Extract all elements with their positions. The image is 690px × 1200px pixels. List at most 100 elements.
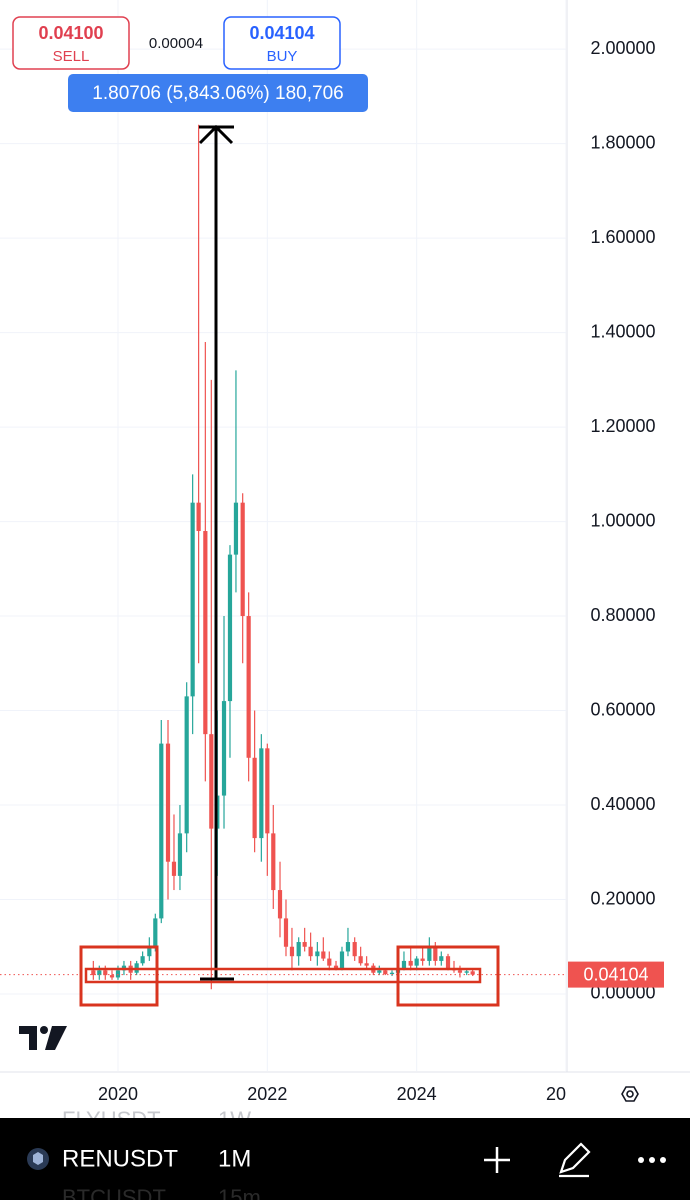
more-dot — [660, 1157, 666, 1163]
candle-body — [339, 951, 345, 969]
sell-label: SELL — [53, 48, 90, 65]
trade-panel: 0.04100 SELL 0.00004 0.04104 BUY — [12, 16, 341, 70]
candle-body — [433, 946, 438, 961]
y-tick-label: 2.00000 — [590, 38, 655, 58]
highlight-box — [396, 945, 500, 1007]
candle-body — [439, 956, 444, 961]
candle-body — [153, 918, 158, 947]
logo-part — [40, 1026, 48, 1034]
last-price-label: 0.04104 — [583, 964, 648, 984]
candle-body — [271, 833, 276, 891]
settings-icon-center — [626, 1090, 634, 1098]
candles — [0, 124, 566, 990]
highlight-box — [79, 945, 159, 1007]
candle-body — [383, 970, 388, 975]
x-tick-label: 2022 — [247, 1084, 287, 1104]
candle-body — [283, 918, 289, 947]
candle-body — [233, 502, 239, 555]
y-tick-label: 1.20000 — [590, 416, 655, 436]
bottom-bar-bg — [0, 1118, 690, 1200]
more-button[interactable] — [638, 1157, 666, 1163]
candle-body — [209, 734, 214, 829]
more-dot — [638, 1157, 644, 1163]
candle-body — [221, 701, 227, 796]
candle-body — [140, 956, 145, 964]
candle-body — [420, 958, 425, 961]
candle-body — [296, 942, 301, 957]
sell-button[interactable] — [12, 16, 130, 70]
logo-part — [19, 1026, 37, 1050]
candle-body — [408, 960, 413, 966]
candle-body — [97, 970, 102, 976]
y-tick-label: 0.40000 — [590, 794, 655, 814]
candle-body — [327, 958, 332, 966]
candle-body — [427, 946, 432, 961]
candle-body — [203, 531, 208, 735]
candle-body — [377, 970, 382, 973]
candle-body — [315, 951, 320, 957]
y-tick-label: 0.00000 — [590, 983, 655, 1003]
buy-label: BUY — [267, 48, 298, 65]
buy-button[interactable] — [223, 16, 341, 70]
candle-body — [308, 946, 313, 957]
candle-body — [470, 971, 475, 975]
candle-body — [302, 942, 307, 947]
candle-body — [259, 748, 264, 839]
candle-body — [289, 946, 295, 957]
settings-icon[interactable] — [621, 1086, 639, 1102]
buy-price: 0.04104 — [249, 23, 314, 43]
y-tick-label: 0.80000 — [590, 605, 655, 625]
candle-body — [464, 971, 469, 973]
y-tick-label: 0.60000 — [590, 699, 655, 719]
add-button[interactable] — [484, 1147, 510, 1173]
time-axis: 2020 2022 2024 20 — [98, 1084, 566, 1104]
highlight-boxes — [79, 945, 500, 1007]
behind-interval: 15m — [218, 1185, 261, 1200]
spread: 0.00004 — [149, 35, 203, 52]
symbol-icon-glyph — [33, 1152, 43, 1165]
candle-body — [389, 972, 395, 975]
candle-body — [91, 970, 96, 976]
tv-logo — [19, 1026, 67, 1050]
behind-symbol: BTCUSDT — [62, 1185, 166, 1200]
logo-part — [45, 1026, 67, 1050]
candle-body — [190, 502, 195, 697]
sell-price: 0.04100 — [38, 23, 103, 43]
draw-button[interactable] — [559, 1142, 591, 1178]
candle-body — [103, 970, 108, 976]
x-tick-label: 20 — [546, 1084, 566, 1104]
candle-body — [165, 743, 171, 862]
candle-body — [171, 861, 177, 876]
candle-body — [321, 951, 326, 959]
highlight-box — [84, 967, 482, 984]
more-dot — [649, 1157, 655, 1163]
measure-label-box — [68, 74, 368, 112]
y-tick-label: 0.20000 — [590, 888, 655, 908]
interval[interactable]: 1M — [218, 1145, 251, 1172]
candle-body — [457, 970, 463, 973]
candle-body — [252, 757, 257, 839]
last-price-tag — [568, 961, 664, 988]
y-tick-label: 1.60000 — [590, 227, 655, 247]
candle-body — [227, 554, 233, 702]
y-tick-label: 1.80000 — [590, 132, 655, 152]
candle-body — [364, 963, 369, 966]
bottom-bar: FLYUSDT 1W BTCUSDT 15m RENUSDT 1M — [0, 1107, 690, 1200]
candle-body — [147, 946, 152, 957]
candle-body — [109, 975, 115, 978]
candle-body — [345, 942, 351, 952]
y-tick-label: 1.00000 — [590, 510, 655, 530]
candle-body — [358, 956, 363, 964]
x-tick-label: 2024 — [397, 1084, 437, 1104]
x-tick-label: 2020 — [98, 1084, 138, 1104]
candle-body — [414, 958, 419, 966]
price-axis: 0.00000 0.20000 0.40000 0.60000 0.80000 1.000… — [568, 38, 664, 1003]
candle-body — [115, 970, 121, 978]
candle-body — [277, 890, 283, 919]
symbol[interactable]: RENUSDT — [62, 1145, 178, 1172]
candle-body — [159, 743, 164, 919]
candle-body — [177, 833, 183, 876]
